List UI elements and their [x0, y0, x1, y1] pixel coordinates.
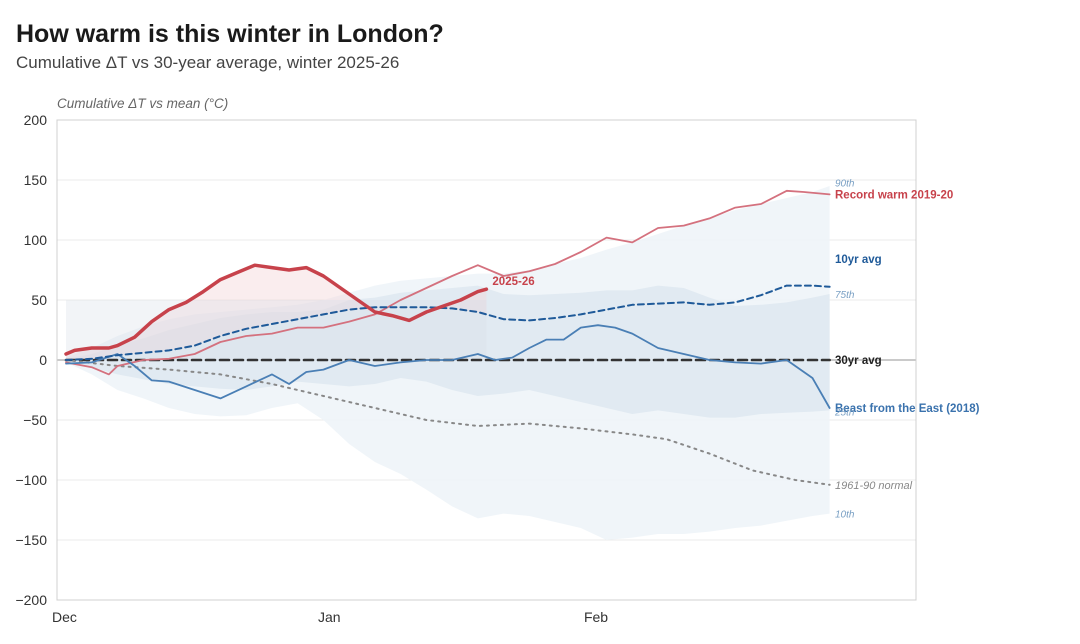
line-2025-26: [64, 263, 489, 356]
percentile-label: 75th: [835, 290, 855, 301]
y-tick-label: −200: [15, 592, 47, 608]
y-ticks: 200 150 100 50 0 −50 −100 −150 −200: [15, 112, 47, 608]
chart-title: How warm is this winter in London?: [16, 20, 444, 48]
x-ticks: Dec Jan Feb: [52, 609, 608, 625]
percentile-label: 10th: [835, 510, 855, 521]
plot-frame: [56, 119, 917, 601]
percentile-label: 25th: [834, 408, 855, 419]
series-lines: [64, 189, 831, 486]
y-tick-label: 200: [24, 112, 48, 128]
highlight-fills: [66, 265, 487, 360]
series-end-label: Record warm 2019-20: [835, 189, 953, 201]
y-tick-label: 0: [39, 352, 47, 368]
y-tick-label: −50: [23, 412, 47, 428]
percentile-label: 90th: [835, 178, 855, 189]
line-beast-from-the-east-2018-: [65, 324, 831, 409]
series-labels: Record warm 2019-20 10yr avg 30yr avg Beast…: [492, 178, 979, 520]
y-tick-label: −150: [15, 532, 47, 548]
fill-2025-26-above-avg: [66, 265, 487, 360]
series-end-label: 30yr avg: [835, 355, 882, 367]
series-end-label: 1961-90 normal: [835, 480, 913, 492]
y-tick-label: 100: [24, 232, 48, 248]
y-axis-label: Cumulative ΔT vs mean (°C): [57, 96, 228, 111]
chart-subtitle: Cumulative ΔT vs 30-year average, winter…: [16, 53, 400, 72]
series-end-label: 10yr avg: [835, 254, 882, 266]
current-season-label: 2025-26: [492, 276, 534, 288]
line-record-warm-2019-20: [65, 189, 831, 376]
y-tick-label: −100: [15, 472, 47, 488]
y-tick-label: 50: [31, 292, 47, 308]
x-tick-label: Feb: [584, 609, 608, 625]
y-tick-label: 150: [24, 172, 48, 188]
band-25-75: [66, 285, 830, 418]
x-tick-label: Jan: [318, 609, 341, 625]
x-tick-label: Dec: [52, 609, 77, 625]
season-to-date-shade: [66, 300, 487, 360]
line-10yr-avg: [65, 284, 831, 361]
series-end-label: Beast from the East (2018): [835, 403, 980, 415]
percentile-bands: [66, 186, 830, 540]
